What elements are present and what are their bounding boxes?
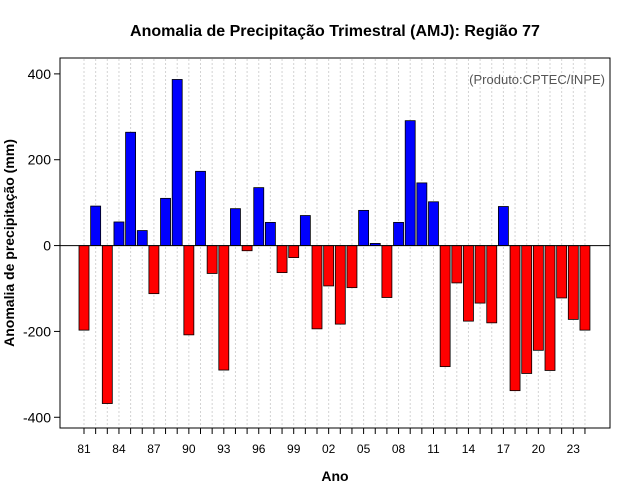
bar-2019 bbox=[521, 245, 533, 374]
bar-1981 bbox=[78, 245, 90, 331]
bar-1993 bbox=[218, 245, 230, 371]
bar-1995 bbox=[241, 245, 253, 252]
x-tick-label: 99 bbox=[287, 442, 301, 456]
x-axis: 81 84 87 90 93 96 99 02 05 08 11 14 17 20 23 bbox=[77, 428, 586, 456]
bar-2013 bbox=[451, 245, 463, 284]
y-tick-label: 200 bbox=[28, 152, 52, 168]
bar-2020 bbox=[532, 245, 544, 351]
x-tick-label: 11 bbox=[427, 442, 440, 456]
bar-1989 bbox=[171, 79, 183, 246]
bar-1987 bbox=[148, 245, 160, 295]
bar-2012 bbox=[439, 245, 451, 368]
bar-2023 bbox=[567, 245, 579, 320]
x-tick-label: 93 bbox=[217, 442, 231, 456]
bar-1984 bbox=[113, 221, 125, 246]
bar-2021 bbox=[544, 245, 556, 371]
y-tick-label: 400 bbox=[28, 66, 52, 82]
bar-1998 bbox=[276, 245, 288, 274]
bar-1994 bbox=[230, 208, 241, 246]
bar-1985 bbox=[125, 131, 136, 246]
x-tick-label: 20 bbox=[532, 442, 546, 456]
bar-2017 bbox=[497, 206, 509, 246]
bar-2014 bbox=[463, 245, 474, 322]
bar-1982 bbox=[90, 205, 102, 246]
bar-2001 bbox=[311, 245, 323, 330]
plot-frame bbox=[59, 57, 611, 429]
x-tick-label: 23 bbox=[567, 442, 581, 456]
y-tick-label: 0 bbox=[43, 238, 51, 254]
bar-2000 bbox=[299, 215, 311, 246]
bar-2016 bbox=[486, 245, 498, 324]
x-tick-label: 08 bbox=[392, 442, 406, 456]
y-tick-label: -400 bbox=[23, 409, 51, 425]
bar-1997 bbox=[264, 221, 276, 246]
x-tick-label: 81 bbox=[77, 442, 91, 456]
bar-1983 bbox=[101, 245, 113, 404]
bar-2010 bbox=[416, 182, 428, 246]
x-tick-label: 96 bbox=[252, 442, 266, 456]
bar-1991 bbox=[195, 170, 206, 246]
bar-1996 bbox=[253, 187, 265, 246]
x-tick-label: 02 bbox=[322, 442, 336, 456]
bar-1999 bbox=[288, 245, 300, 258]
y-axis-label: Anomalia de precipitação (mm) bbox=[1, 139, 17, 347]
bar-2022 bbox=[556, 245, 568, 299]
bar-2018 bbox=[509, 245, 521, 392]
bar-1986 bbox=[136, 230, 148, 246]
bar-2009 bbox=[404, 120, 416, 246]
x-tick-label: 05 bbox=[357, 442, 371, 456]
bars bbox=[78, 79, 591, 404]
x-tick-label: 17 bbox=[497, 442, 511, 456]
bar-2005 bbox=[358, 209, 370, 246]
x-tick-label: 87 bbox=[147, 442, 161, 456]
bar-2007 bbox=[381, 245, 393, 298]
bar-2008 bbox=[393, 221, 404, 246]
bar-1988 bbox=[160, 197, 171, 246]
y-axis: -400 -200 0 200 400 bbox=[23, 66, 60, 425]
bar-2024 bbox=[579, 245, 591, 331]
bar-1990 bbox=[183, 245, 195, 336]
x-tick-label: 84 bbox=[112, 442, 126, 456]
bar-2002 bbox=[323, 245, 335, 287]
bar-2011 bbox=[428, 201, 439, 246]
x-tick-label: 14 bbox=[462, 442, 476, 456]
bar-2004 bbox=[346, 245, 358, 289]
chart-title: Anomalia de Precipitação Trimestral (AMJ… bbox=[130, 23, 540, 40]
x-axis-label: Ano bbox=[321, 468, 348, 484]
bar-2003 bbox=[334, 245, 346, 325]
bar-1992 bbox=[206, 245, 218, 274]
x-tick-label: 90 bbox=[182, 442, 196, 456]
y-tick-label: -200 bbox=[23, 323, 51, 339]
bar-2015 bbox=[474, 245, 486, 304]
product-credit: (Produto:CPTEC/INPE) bbox=[469, 72, 605, 87]
